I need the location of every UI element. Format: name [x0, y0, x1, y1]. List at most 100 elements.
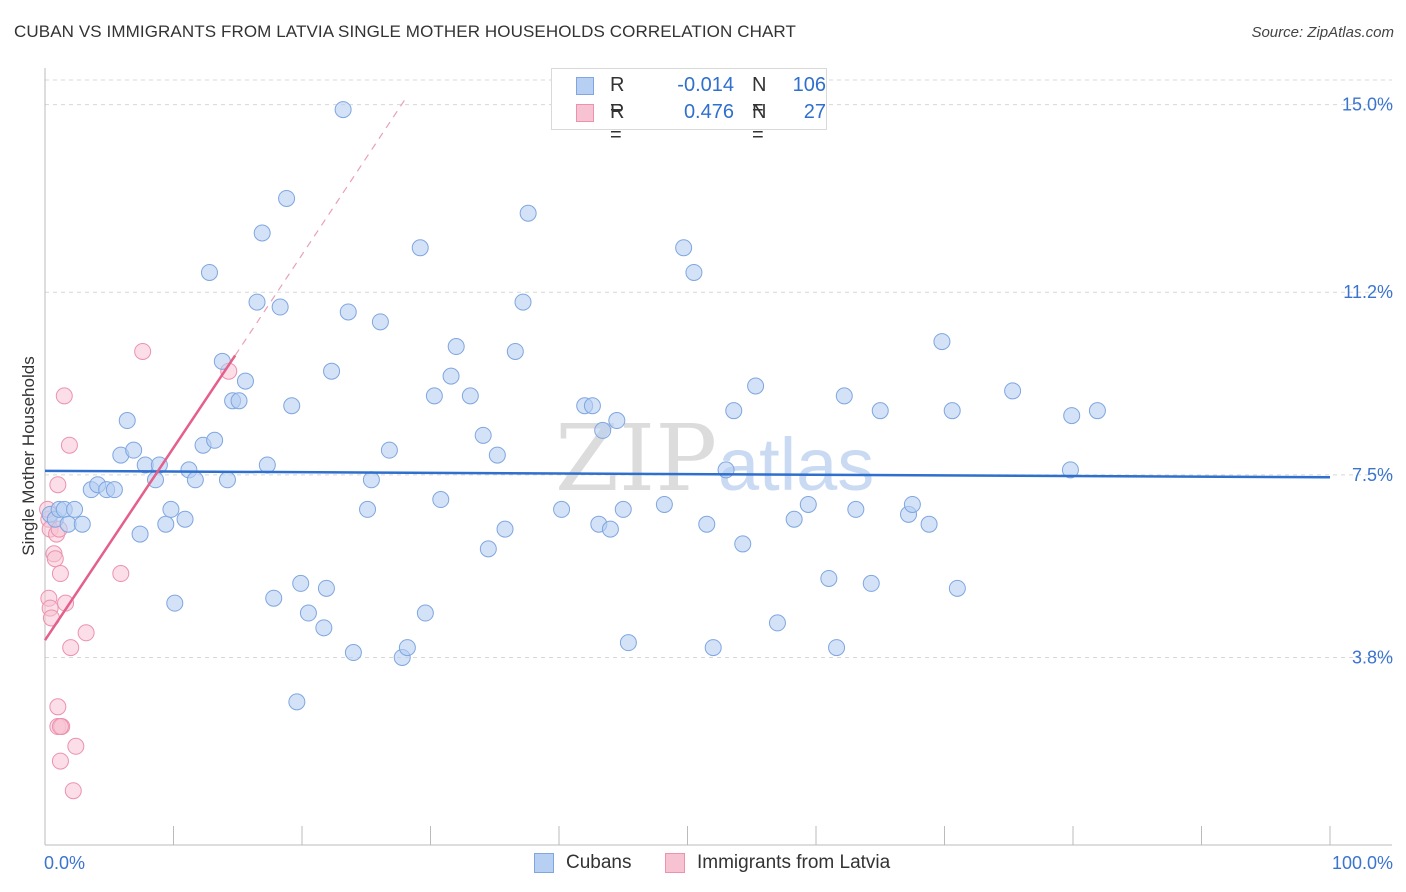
- latvia-trend-line: [43, 354, 237, 641]
- grid-lines: [45, 79, 1392, 658]
- trend-lines: [43, 99, 1331, 641]
- cuban-point: [799, 495, 817, 513]
- cuban-point: [655, 495, 673, 513]
- cuban-point: [248, 293, 266, 311]
- y-tick-label: 15.0%: [1342, 95, 1393, 115]
- r-value-cubans: -0.014: [677, 74, 734, 96]
- cuban-point: [292, 574, 310, 592]
- latvia-point: [67, 737, 85, 755]
- cuban-point: [162, 500, 180, 518]
- cubans-swatch: [576, 77, 594, 95]
- cuban-point: [73, 515, 91, 533]
- cuban-point: [176, 510, 194, 528]
- cuban-point: [432, 491, 450, 509]
- cuban-point: [317, 579, 335, 597]
- source-label: Source: ZipAtlas.com: [1251, 24, 1394, 41]
- cuban-point: [105, 481, 123, 499]
- x-tick-label-min: 0.0%: [44, 853, 85, 873]
- axes: [44, 68, 1392, 846]
- cuban-point: [59, 515, 77, 533]
- cuban-point: [1061, 461, 1079, 479]
- cuban-point: [425, 387, 443, 405]
- latvia-point: [51, 718, 69, 736]
- cuban-point: [416, 604, 434, 622]
- zipatlas-watermark: ZIP atlas: [555, 405, 874, 512]
- cuban-point: [920, 515, 938, 533]
- cuban-point-group: [41, 101, 1106, 711]
- cuban-point: [583, 397, 601, 415]
- cuban-point: [734, 535, 752, 553]
- y-axis-title: Single Mother Households: [19, 356, 38, 555]
- latvia-legend-swatch: [665, 853, 685, 873]
- cuban-point: [835, 387, 853, 405]
- cuban-point: [344, 644, 362, 662]
- cuban-point: [948, 579, 966, 597]
- cuban-point: [362, 471, 380, 489]
- series-legend: Cubans Immigrants from Latvia: [0, 852, 1406, 878]
- watermark-atlas: atlas: [718, 423, 874, 506]
- n-label: N =: [752, 74, 767, 119]
- cuban-point: [608, 412, 626, 430]
- cuban-point: [747, 377, 765, 395]
- cuban-point: [479, 540, 497, 558]
- latvia-point: [60, 436, 78, 454]
- cuban-point: [323, 362, 341, 380]
- r-label: R =: [610, 74, 625, 119]
- latvia-point: [49, 476, 67, 494]
- cuban-point: [704, 639, 722, 657]
- cuban-point: [828, 639, 846, 657]
- cuban-point: [380, 441, 398, 459]
- cuban-point: [66, 500, 84, 518]
- n-value-cubans: 106: [792, 74, 826, 96]
- latvia-point: [51, 752, 69, 770]
- cuban-point: [398, 639, 416, 657]
- cuban-point: [157, 515, 175, 533]
- cuban-point: [862, 574, 880, 592]
- cuban-point: [411, 239, 429, 257]
- cuban-point: [820, 569, 838, 587]
- cuban-point: [619, 634, 637, 652]
- watermark-zip: ZIP: [555, 405, 717, 512]
- cuban-point: [519, 204, 537, 222]
- cuban-point: [685, 263, 703, 281]
- cuban-point: [698, 515, 716, 533]
- cubans-legend-label: Cubans: [566, 852, 632, 873]
- cubans-trend-line: [44, 469, 1331, 479]
- y-tick-label: 3.8%: [1352, 647, 1393, 667]
- x-tick-label-max: 100.0%: [1332, 853, 1393, 873]
- latvia-point: [62, 639, 80, 657]
- cuban-point: [371, 313, 389, 331]
- n-label: N =: [752, 101, 767, 146]
- cuban-point: [1063, 407, 1081, 425]
- r-label: R =: [610, 101, 625, 146]
- cuban-point: [514, 293, 532, 311]
- correlation-legend: R = -0.014 N = 106 R = 0.476 N = 27: [551, 68, 827, 146]
- cuban-point: [118, 412, 136, 430]
- latvia-point-group: [39, 342, 238, 800]
- cuban-point: [218, 471, 236, 489]
- cuban-point: [496, 520, 514, 538]
- cuban-point: [461, 387, 479, 405]
- cuban-point: [271, 298, 289, 316]
- cuban-point: [725, 402, 743, 420]
- cuban-point: [506, 342, 524, 360]
- cuban-point: [315, 619, 333, 637]
- cuban-point: [299, 604, 317, 622]
- latvia-legend-label: Immigrants from Latvia: [697, 852, 891, 873]
- cuban-point: [871, 402, 889, 420]
- cuban-point: [206, 431, 224, 449]
- cuban-point: [334, 101, 352, 119]
- cuban-point: [288, 693, 306, 711]
- latvia-point: [51, 565, 69, 583]
- cuban-point: [488, 446, 506, 464]
- cuban-point: [278, 189, 296, 207]
- cuban-point: [230, 392, 248, 410]
- cuban-point: [675, 239, 693, 257]
- cubans-legend-swatch: [534, 853, 554, 873]
- latvia-point: [55, 387, 73, 405]
- chart-title: CUBAN VS IMMIGRANTS FROM LATVIA SINGLE M…: [14, 22, 796, 41]
- cuban-point: [265, 589, 283, 607]
- cuban-point: [601, 520, 619, 538]
- latvia-swatch: [576, 104, 594, 122]
